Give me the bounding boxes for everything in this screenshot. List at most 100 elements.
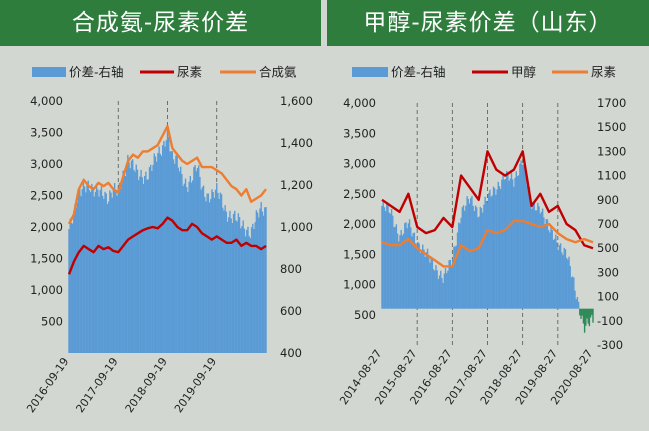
spread-bar xyxy=(393,227,395,309)
spread-bar xyxy=(399,235,401,309)
legend-label: 尿素 xyxy=(591,65,616,80)
spread-bar xyxy=(136,169,139,353)
spread-bar xyxy=(547,230,550,309)
spread-bar xyxy=(128,162,130,353)
spread-bar xyxy=(456,232,459,309)
spread-bar xyxy=(218,198,220,353)
spread-bar xyxy=(86,184,88,353)
spread-bar xyxy=(234,210,236,353)
spread-bar xyxy=(80,196,82,353)
spread-bar xyxy=(508,180,510,309)
spread-bar xyxy=(386,204,388,309)
spread-bar xyxy=(515,171,517,309)
spread-bar xyxy=(541,208,544,309)
spread-bar xyxy=(505,170,508,309)
spread-bar xyxy=(549,232,551,309)
spread-bar xyxy=(190,182,193,353)
spread-bar xyxy=(145,171,147,353)
spread-bar xyxy=(232,213,235,353)
spread-bar xyxy=(495,194,497,309)
spread-bar xyxy=(220,194,223,353)
spread-bar xyxy=(449,259,452,309)
spread-bar xyxy=(177,167,180,353)
spread-bar xyxy=(85,192,87,353)
spread-bar xyxy=(213,197,216,353)
spread-bar xyxy=(103,199,105,353)
spread-bar xyxy=(492,186,495,309)
spread-bar xyxy=(159,153,161,353)
y-right-tick-label: 1,000 xyxy=(280,220,313,234)
y-left-tick-label: 1,000 xyxy=(30,283,63,297)
spread-bar xyxy=(509,178,511,309)
spread-bar xyxy=(139,176,141,353)
y-right-tick-label: 400 xyxy=(280,346,302,360)
spread-bar xyxy=(559,243,562,309)
spread-bar xyxy=(577,301,580,309)
spread-bar xyxy=(396,233,399,309)
spread-bar xyxy=(110,192,112,353)
legend-label: 尿素 xyxy=(177,65,202,80)
spread-bar xyxy=(561,252,563,309)
spread-bar xyxy=(485,201,488,309)
y-left-tick-label: 4,000 xyxy=(343,96,376,110)
spread-bar xyxy=(261,211,264,353)
spread-bar xyxy=(237,213,240,353)
spread-bar xyxy=(546,219,549,309)
spread-bar xyxy=(483,204,485,309)
spread-bar xyxy=(77,188,80,353)
spread-bar xyxy=(468,203,471,309)
spread-bar xyxy=(198,165,200,353)
spread-bar xyxy=(543,217,545,309)
spread-bar xyxy=(115,191,117,353)
spread-bar xyxy=(89,192,92,353)
spread-bar xyxy=(476,207,478,309)
legend-label: 合成氨 xyxy=(259,65,297,80)
y-left-tick-label: 3,500 xyxy=(343,126,376,140)
spread-bar xyxy=(146,179,148,353)
y-right-tick-label: 1500 xyxy=(597,120,626,134)
spread-bar xyxy=(93,196,95,353)
spread-bar xyxy=(152,164,154,353)
spread-bar xyxy=(407,223,410,309)
spread-bar xyxy=(496,189,498,309)
spread-bar xyxy=(68,229,70,353)
series-line-a xyxy=(381,150,594,250)
legend-label: 价差-右轴 xyxy=(391,65,446,80)
legend-label: 甲醇 xyxy=(511,65,536,80)
spread-bar xyxy=(444,268,447,309)
spread-bar xyxy=(521,164,523,309)
spread-bar xyxy=(556,242,558,309)
spread-bar xyxy=(168,137,170,353)
spread-bar xyxy=(260,202,262,353)
spread-bar xyxy=(413,232,416,309)
y-right-tick-label: 1100 xyxy=(597,169,626,183)
spread-bar xyxy=(194,165,196,353)
series-line-a xyxy=(67,216,267,275)
spread-bar xyxy=(75,207,77,353)
spread-bar xyxy=(163,141,165,353)
spread-bar xyxy=(246,229,248,353)
spread-bar xyxy=(539,213,541,309)
spread-bar xyxy=(523,163,526,309)
spread-bar xyxy=(408,219,411,309)
spread-bar xyxy=(442,283,444,309)
y-right-tick-label: 900 xyxy=(597,193,619,207)
y-left-tick-label: 2,500 xyxy=(343,187,376,201)
spread-bar xyxy=(137,180,140,353)
spread-bar xyxy=(94,191,97,353)
spread-bar xyxy=(573,277,575,309)
spread-bar xyxy=(550,226,552,309)
spread-bar xyxy=(166,126,169,353)
spread-bar xyxy=(219,192,222,353)
y-left-tick-label: 1,000 xyxy=(343,278,376,292)
spread-bar xyxy=(462,205,465,309)
spread-bar xyxy=(253,229,255,353)
spread-bar xyxy=(127,154,129,353)
spread-bar xyxy=(474,205,477,309)
spread-bar xyxy=(206,193,208,353)
spread-bar xyxy=(446,273,448,309)
spread-bar xyxy=(480,208,483,309)
spread-bar xyxy=(153,153,155,353)
spread-bar xyxy=(589,308,592,318)
